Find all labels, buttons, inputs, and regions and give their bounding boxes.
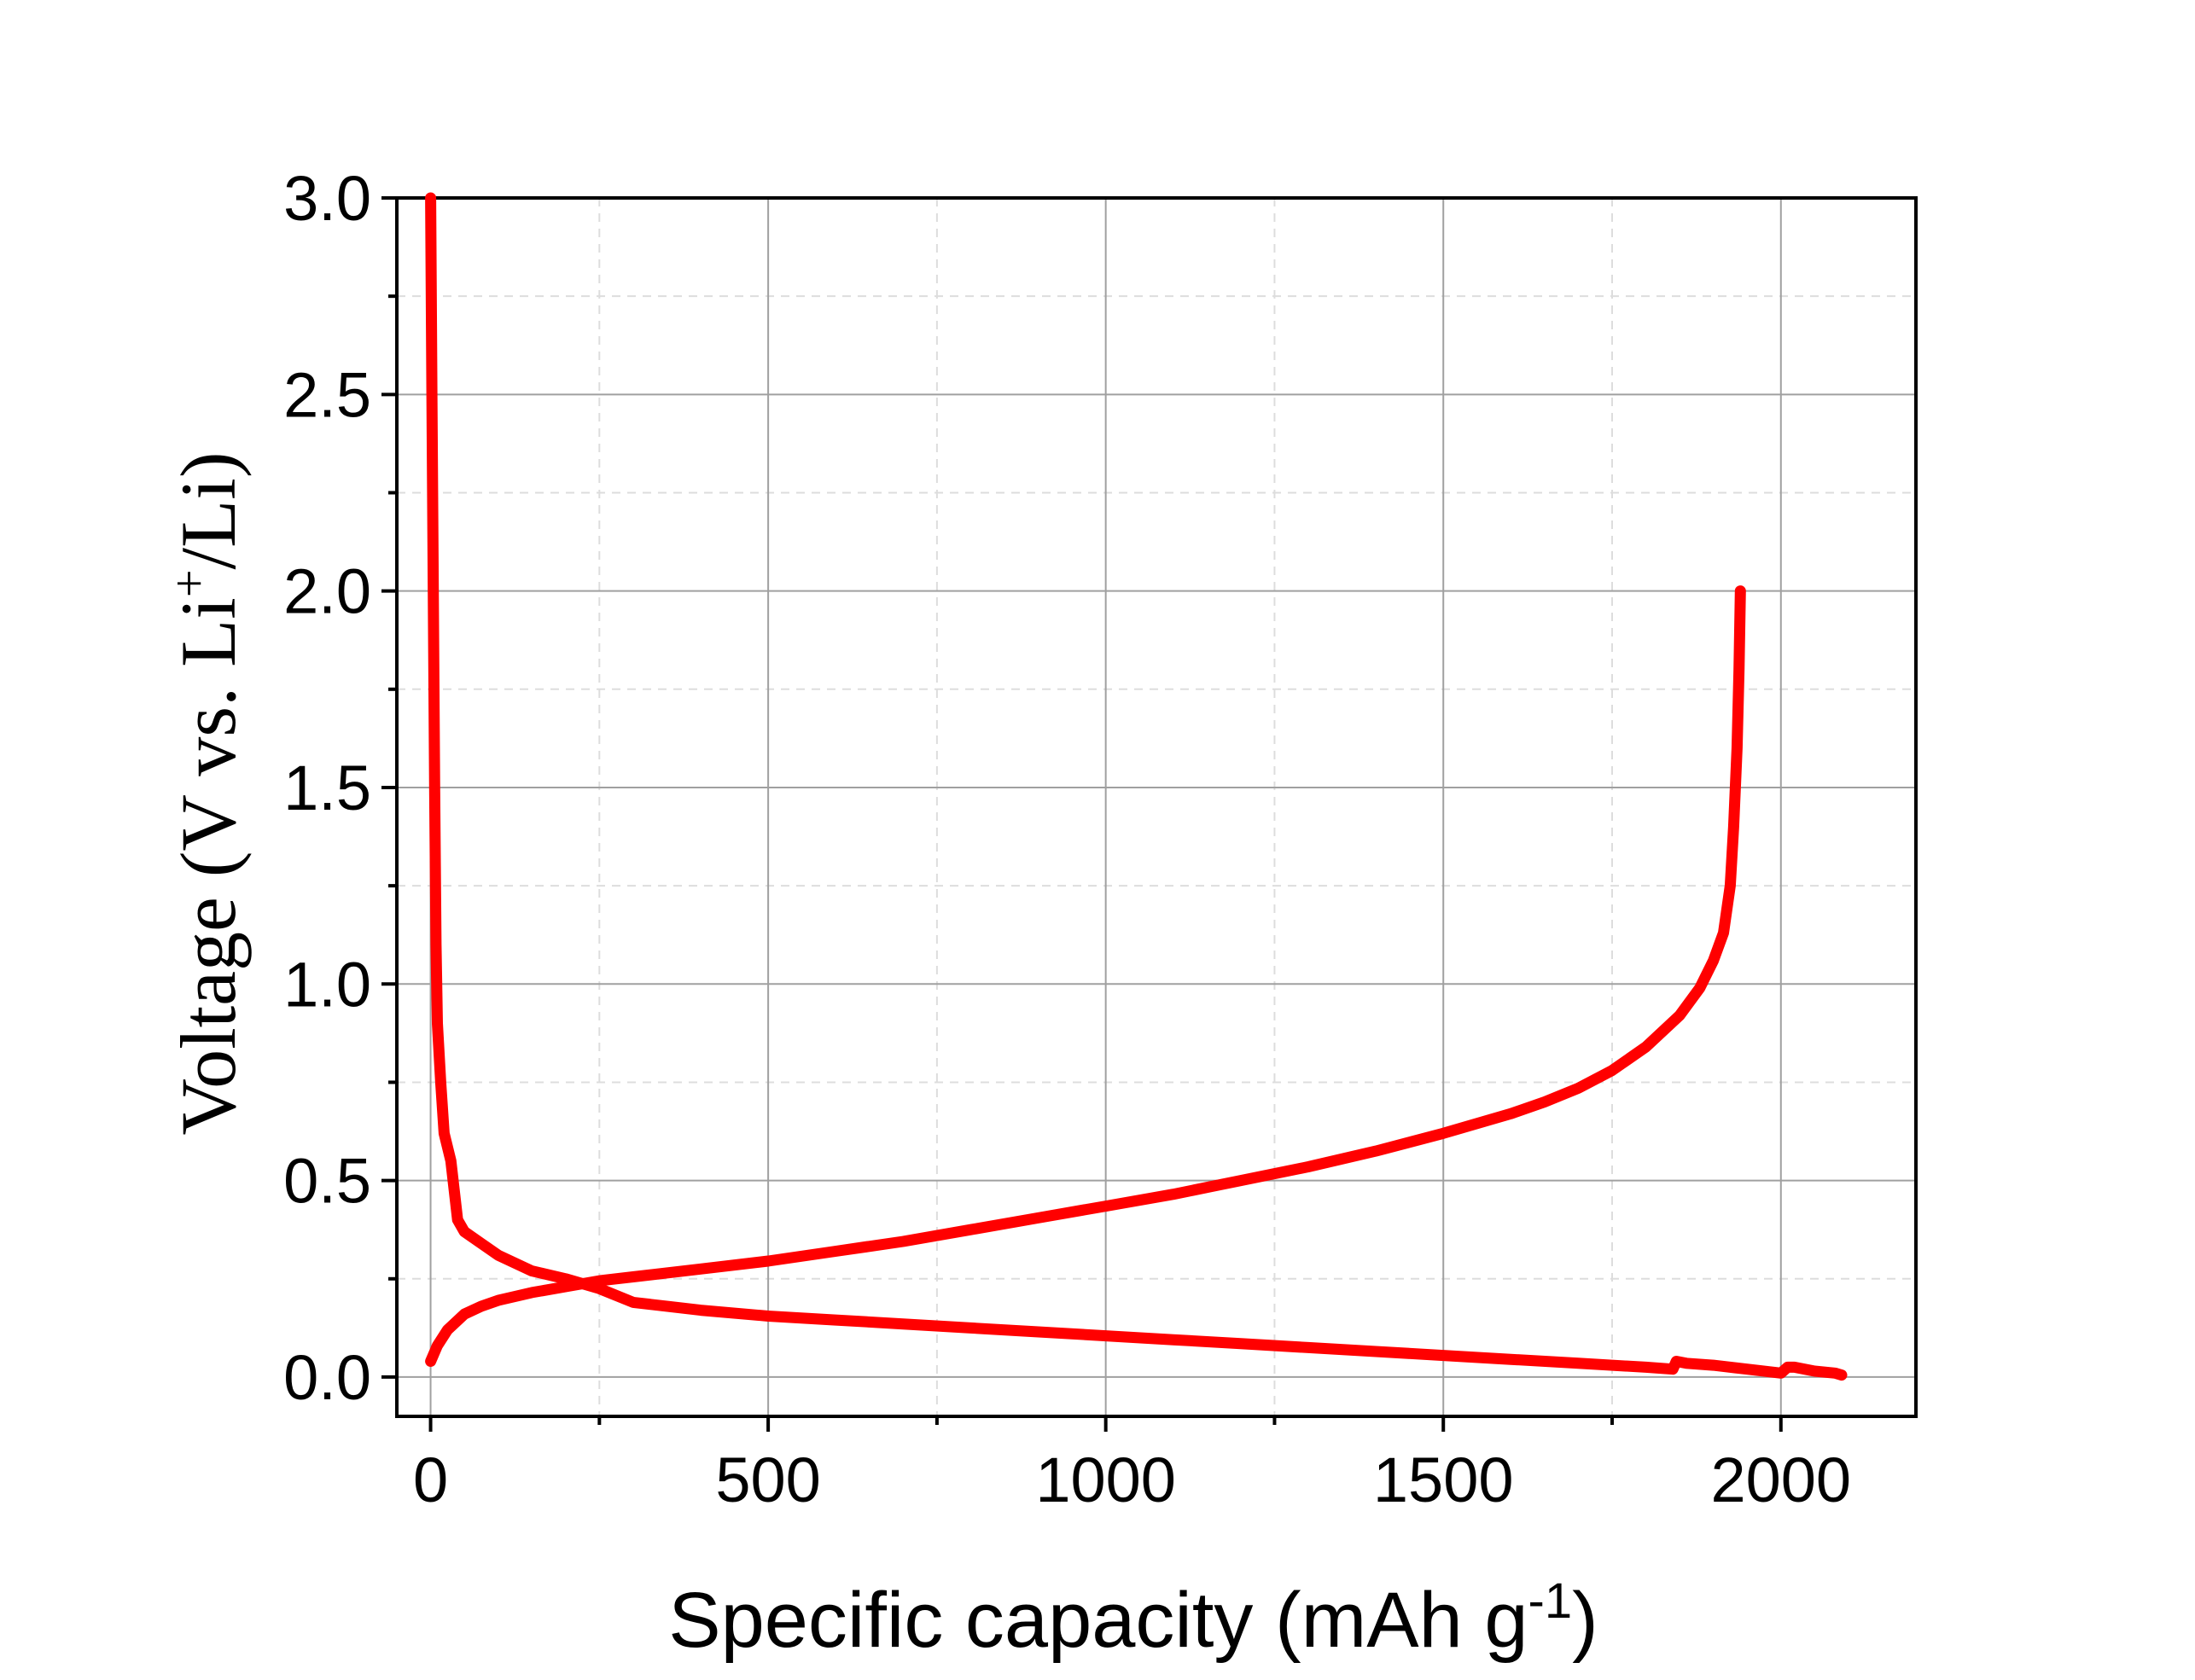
series-line-2 bbox=[425, 585, 1746, 1367]
y-tick-label: 3.0 bbox=[283, 163, 371, 234]
x-tick-label: 500 bbox=[715, 1445, 820, 1515]
x-axis-title-superscript: -1 bbox=[1528, 1573, 1573, 1629]
tick-labels: 0 500 1000 1500 2000 0.0 0.5 1.0 1.5 2.0 2.5 3.0 bbox=[283, 163, 1851, 1515]
x-axis-title-close: ) bbox=[1572, 1577, 1598, 1664]
series-group bbox=[425, 192, 1848, 1381]
y-tick-label: 0.5 bbox=[283, 1146, 371, 1217]
y-tick-label: 1.5 bbox=[283, 753, 371, 823]
y-tick-label: 2.5 bbox=[283, 359, 371, 430]
series-line-1 bbox=[425, 192, 1848, 1381]
grid bbox=[397, 197, 1916, 1416]
y-tick-label: 1.0 bbox=[283, 949, 371, 1020]
x-tick-label: 1000 bbox=[1035, 1445, 1176, 1515]
axes bbox=[381, 196, 1918, 1432]
y-axis-title-main: Voltage (V vs. Li bbox=[165, 597, 252, 1135]
x-tick-label: 0 bbox=[413, 1445, 448, 1515]
y-axis-title: Voltage (V vs. Li+/Li) bbox=[161, 451, 252, 1135]
x-axis-title: Specific capacity (mAh g-1) bbox=[668, 1573, 1598, 1664]
y-axis-title-superscript: + bbox=[161, 569, 217, 597]
y-axis-title-close: /Li) bbox=[165, 451, 252, 569]
y-tick-label: 0.0 bbox=[283, 1342, 371, 1413]
x-tick-label: 2000 bbox=[1710, 1445, 1851, 1515]
y-tick-label: 2.0 bbox=[283, 556, 371, 627]
plot-frame bbox=[395, 196, 1918, 1418]
x-axis-title-main: Specific capacity (mAh g bbox=[668, 1577, 1528, 1664]
x-tick-label: 1500 bbox=[1373, 1445, 1514, 1515]
